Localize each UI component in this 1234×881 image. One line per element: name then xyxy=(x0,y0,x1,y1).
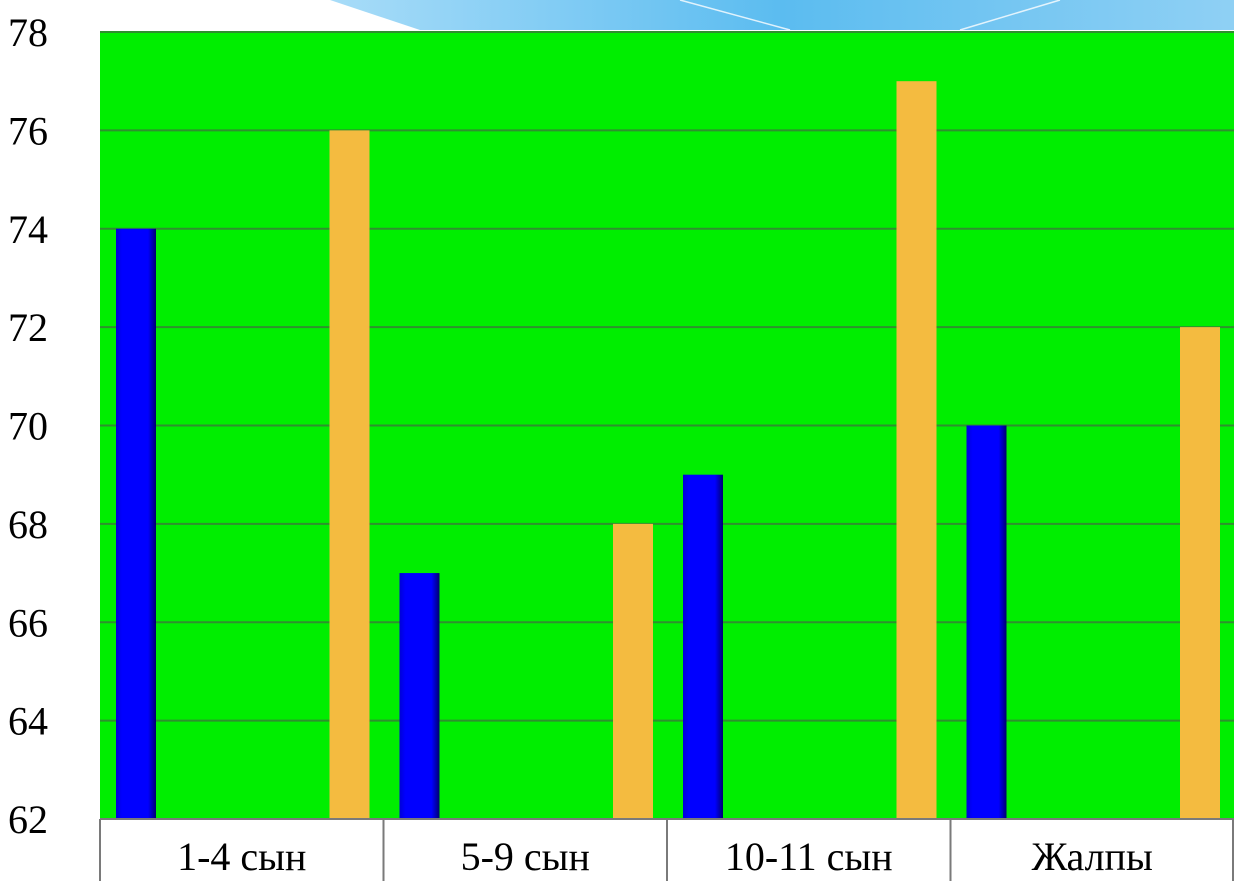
x-tick-label: 1-4 сын xyxy=(177,834,306,879)
y-tick-label: 66 xyxy=(8,600,48,645)
bar-series-2 xyxy=(1180,327,1220,819)
bar-series-1 xyxy=(399,573,440,819)
y-tick-label: 70 xyxy=(8,404,48,449)
y-tick-label: 72 xyxy=(8,305,48,350)
y-tick-label: 76 xyxy=(8,108,48,153)
bar-series-1 xyxy=(116,228,156,819)
y-axis-ticks: 62 64 66 68 70 72 74 76 78 xyxy=(8,10,48,842)
bar-series-2 xyxy=(613,523,653,819)
x-tick-label: 10-11 сын xyxy=(725,834,893,879)
bars xyxy=(116,81,1220,819)
gridlines xyxy=(100,31,1234,722)
y-tick-label: 78 xyxy=(8,10,48,55)
y-tick-label: 64 xyxy=(8,699,48,744)
x-tick-label: Жалпы xyxy=(1032,834,1153,879)
y-tick-label: 74 xyxy=(8,207,48,252)
y-tick-label: 68 xyxy=(8,502,48,547)
decorative-banner xyxy=(330,0,1234,31)
bar-series-1 xyxy=(966,425,1007,819)
category-axis: 1-4 сын 5-9 сын 10-11 сын Жалпы xyxy=(99,818,1234,881)
bar-series-2 xyxy=(329,130,370,819)
bar-series-2 xyxy=(896,81,937,819)
x-tick-label: 5-9 сын xyxy=(461,834,590,879)
y-tick-label: 62 xyxy=(8,797,48,842)
bar-series-1 xyxy=(683,474,723,819)
